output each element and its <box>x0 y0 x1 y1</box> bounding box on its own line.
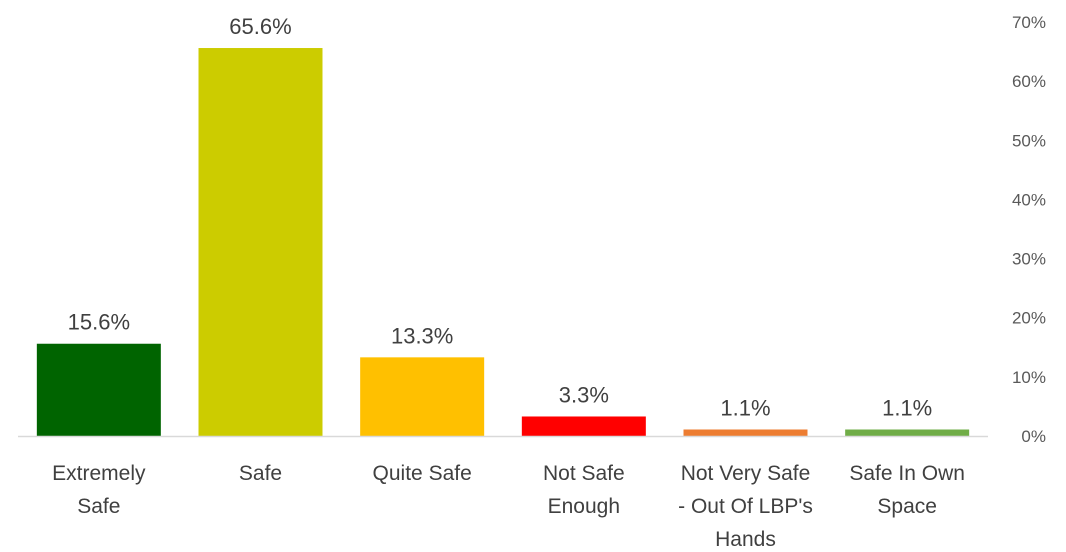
y-axis-tick-labels: 0% 10% 20% 30% 40% 50% 60% 70% <box>1012 13 1046 446</box>
bar-3 <box>521 416 646 436</box>
y-tick-label-7: 70% <box>1012 13 1046 32</box>
category-label-4: Not Very Safe - Out Of LBP's Hands <box>678 462 813 551</box>
category-label-5: Safe In Own Space <box>849 462 965 518</box>
y-tick-label-4: 40% <box>1012 190 1046 209</box>
bar-0 <box>36 343 161 436</box>
data-label-4: 1.1% <box>720 395 770 420</box>
y-tick-label-2: 20% <box>1012 309 1046 328</box>
category-label-1: Safe <box>239 462 282 485</box>
data-label-0: 15.6% <box>68 310 130 335</box>
bars-group <box>36 48 970 436</box>
y-tick-label-6: 60% <box>1012 72 1046 91</box>
y-tick-label-0: 0% <box>1021 427 1046 446</box>
bar-1 <box>198 48 323 436</box>
category-label-3: Not Safe Enough <box>543 462 625 518</box>
data-labels-group: 15.6% 65.6% 13.3% 3.3% 1.1% 1.1% <box>68 14 933 420</box>
data-label-1: 65.6% <box>229 14 291 39</box>
bar-2 <box>360 357 485 436</box>
category-labels-group: Extremely Safe Safe Quite Safe Not Safe Enoug… <box>52 462 965 551</box>
bar-5 <box>845 429 970 436</box>
data-label-5: 1.1% <box>882 395 932 420</box>
bar-4 <box>683 429 808 436</box>
y-tick-label-1: 10% <box>1012 368 1046 387</box>
category-label-2: Quite Safe <box>373 462 472 485</box>
y-tick-label-3: 30% <box>1012 250 1046 269</box>
data-label-3: 3.3% <box>559 382 609 407</box>
category-label-0: Extremely Safe <box>52 462 146 518</box>
data-label-2: 13.3% <box>391 323 453 348</box>
y-tick-label-5: 50% <box>1012 131 1046 150</box>
